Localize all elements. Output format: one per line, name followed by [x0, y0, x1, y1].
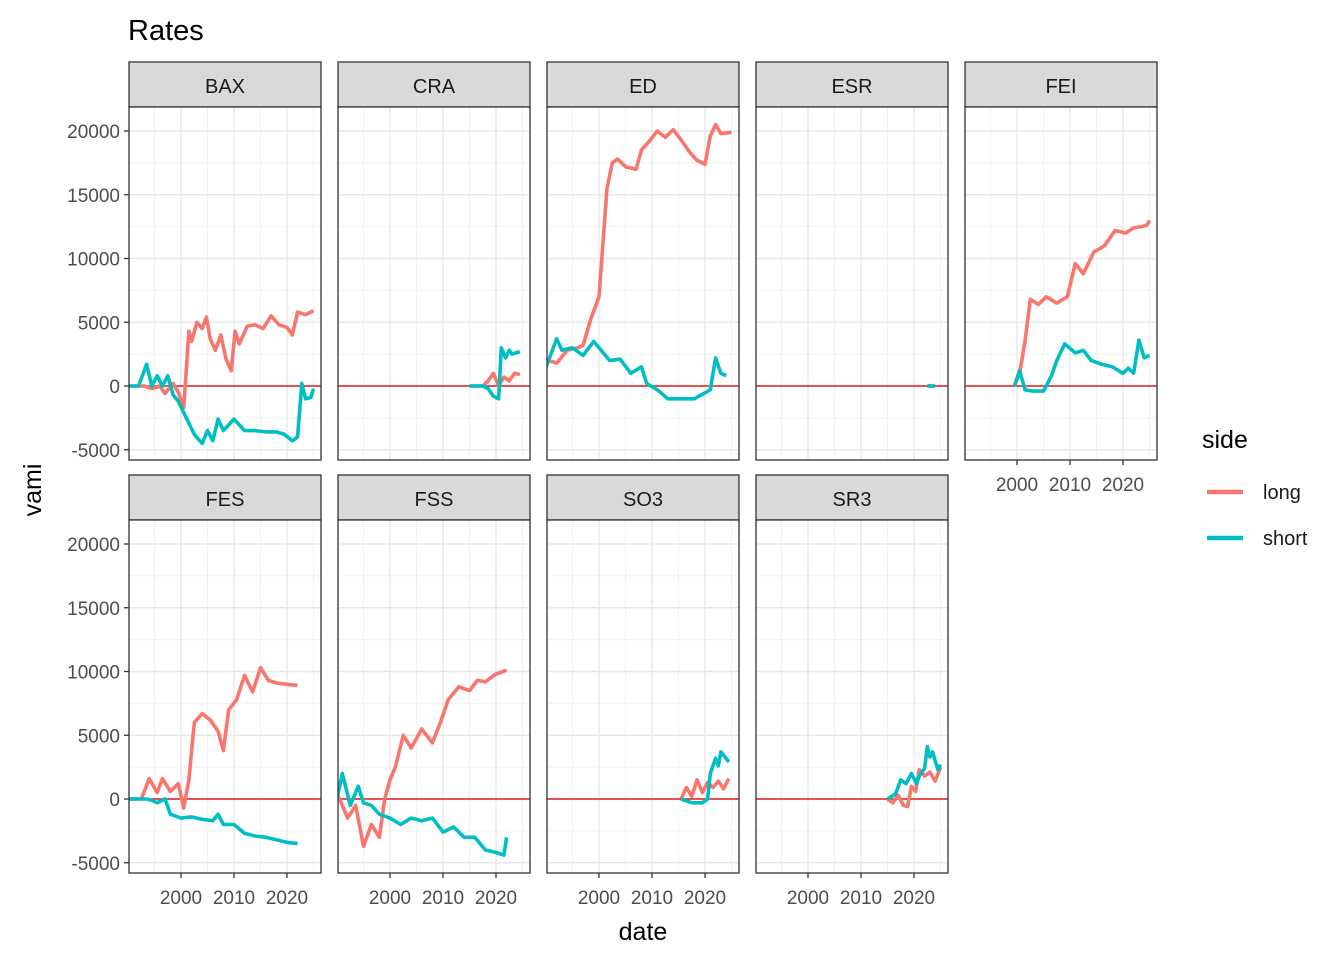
x-tick-label: 2000	[369, 888, 411, 909]
panel-border	[337, 106, 531, 461]
panel-background	[547, 520, 739, 873]
panel-background	[129, 520, 321, 873]
x-tick-label: 2010	[1049, 475, 1091, 496]
series-line-short	[338, 771, 509, 857]
series-line-short	[886, 744, 943, 801]
facet-panel-bax: BAX -5000 0 5000 10000 15000 20000	[67, 61, 322, 462]
facet-strip	[755, 61, 949, 108]
x-tick-label: 2020	[266, 888, 308, 909]
facet-panel-fes: FES -5000 0 5000 10000 15000 20000 2000 2010 2020	[67, 474, 322, 909]
y-tick-label: 15000	[67, 599, 120, 620]
series-line-long	[547, 122, 732, 367]
series-line-long	[679, 777, 731, 800]
panel-border	[755, 106, 949, 461]
panel-border	[964, 106, 1158, 461]
x-tick-label: 2020	[684, 888, 726, 909]
series-line-long	[338, 668, 508, 849]
legend-label-long: long	[1263, 482, 1301, 504]
panel-border	[337, 519, 531, 874]
y-tick-label: 10000	[67, 250, 120, 271]
facet-strip	[128, 474, 322, 521]
y-tick-label: -5000	[71, 441, 120, 462]
panel-background	[756, 107, 948, 460]
facet-panel-cra: CRA	[337, 61, 531, 461]
panel-background	[338, 107, 530, 460]
facet-strip-label: CRA	[413, 76, 456, 98]
series-line-long	[1012, 219, 1152, 387]
series-line-long	[886, 766, 943, 809]
y-tick-label: 15000	[67, 186, 120, 207]
x-tick-label: 2000	[996, 475, 1038, 496]
facet-strip-label: ESR	[831, 76, 872, 98]
series-line-short	[680, 749, 731, 805]
facet-strip	[128, 61, 322, 108]
x-tick-label: 2020	[475, 888, 517, 909]
facet-strip-label: BAX	[205, 76, 245, 98]
facet-strip	[546, 61, 740, 108]
facet-strip-label: FSS	[415, 489, 454, 511]
series-line-short	[129, 797, 298, 846]
y-tick-label: 20000	[67, 122, 120, 143]
legend-title: side	[1202, 426, 1248, 454]
facet-strip-label: FEI	[1045, 76, 1076, 98]
facet-panel-fei: FEI 2000 2010 2020	[964, 61, 1158, 496]
series-line-short	[129, 362, 316, 446]
x-tick-label: 2010	[631, 888, 673, 909]
panel-background	[756, 520, 948, 873]
series-line-short	[469, 345, 521, 401]
x-tick-label: 2000	[578, 888, 620, 909]
x-tick-label: 2010	[840, 888, 882, 909]
x-tick-label: 2000	[160, 888, 202, 909]
y-tick-label: 5000	[78, 726, 120, 747]
legend-label-short: short	[1263, 528, 1308, 550]
y-tick-label: 0	[109, 790, 120, 811]
y-tick-label: 20000	[67, 535, 120, 556]
y-tick-label: 5000	[78, 313, 120, 334]
panel-background	[965, 107, 1157, 460]
facet-strip	[964, 61, 1158, 108]
facet-panel-sr3: SR3 2000 2010 2020	[755, 474, 949, 909]
facet-strip-label: ED	[629, 76, 657, 98]
x-tick-label: 2010	[213, 888, 255, 909]
y-tick-label: 0	[109, 377, 120, 398]
y-tick-label: 10000	[67, 663, 120, 684]
panel-border	[546, 106, 740, 461]
series-line-short	[1012, 338, 1151, 393]
panel-background	[129, 107, 321, 460]
facet-strip-label: FES	[206, 489, 245, 511]
panel-border	[546, 519, 740, 874]
y-tick-label: -5000	[71, 854, 120, 875]
facet-panel-so3: SO3 2000 2010 2020	[546, 474, 740, 909]
series-line-long	[129, 665, 298, 810]
panel-background	[547, 107, 739, 460]
facet-strip-label: SO3	[623, 489, 663, 511]
panel-border	[128, 106, 322, 461]
legend: long short	[1207, 482, 1308, 550]
x-axis-title: date	[619, 918, 668, 946]
panel-border	[128, 519, 322, 874]
series-line-short	[547, 336, 727, 401]
facet-strip	[337, 61, 531, 108]
x-tick-label: 2000	[787, 888, 829, 909]
chart-title: Rates	[128, 15, 204, 47]
facet-panel-esr: ESR	[755, 61, 949, 461]
panel-background	[338, 520, 530, 873]
facet-strip	[755, 474, 949, 521]
panel-border	[755, 519, 949, 874]
x-tick-label: 2020	[893, 888, 935, 909]
facet-panel-ed: ED	[546, 61, 740, 461]
y-axis-title: vami	[19, 464, 47, 517]
facet-strip-label: SR3	[833, 489, 872, 511]
facet-panel-fss: FSS 2000 2010 2020	[337, 474, 531, 909]
x-tick-label: 2010	[422, 888, 464, 909]
x-tick-label: 2020	[1102, 475, 1144, 496]
